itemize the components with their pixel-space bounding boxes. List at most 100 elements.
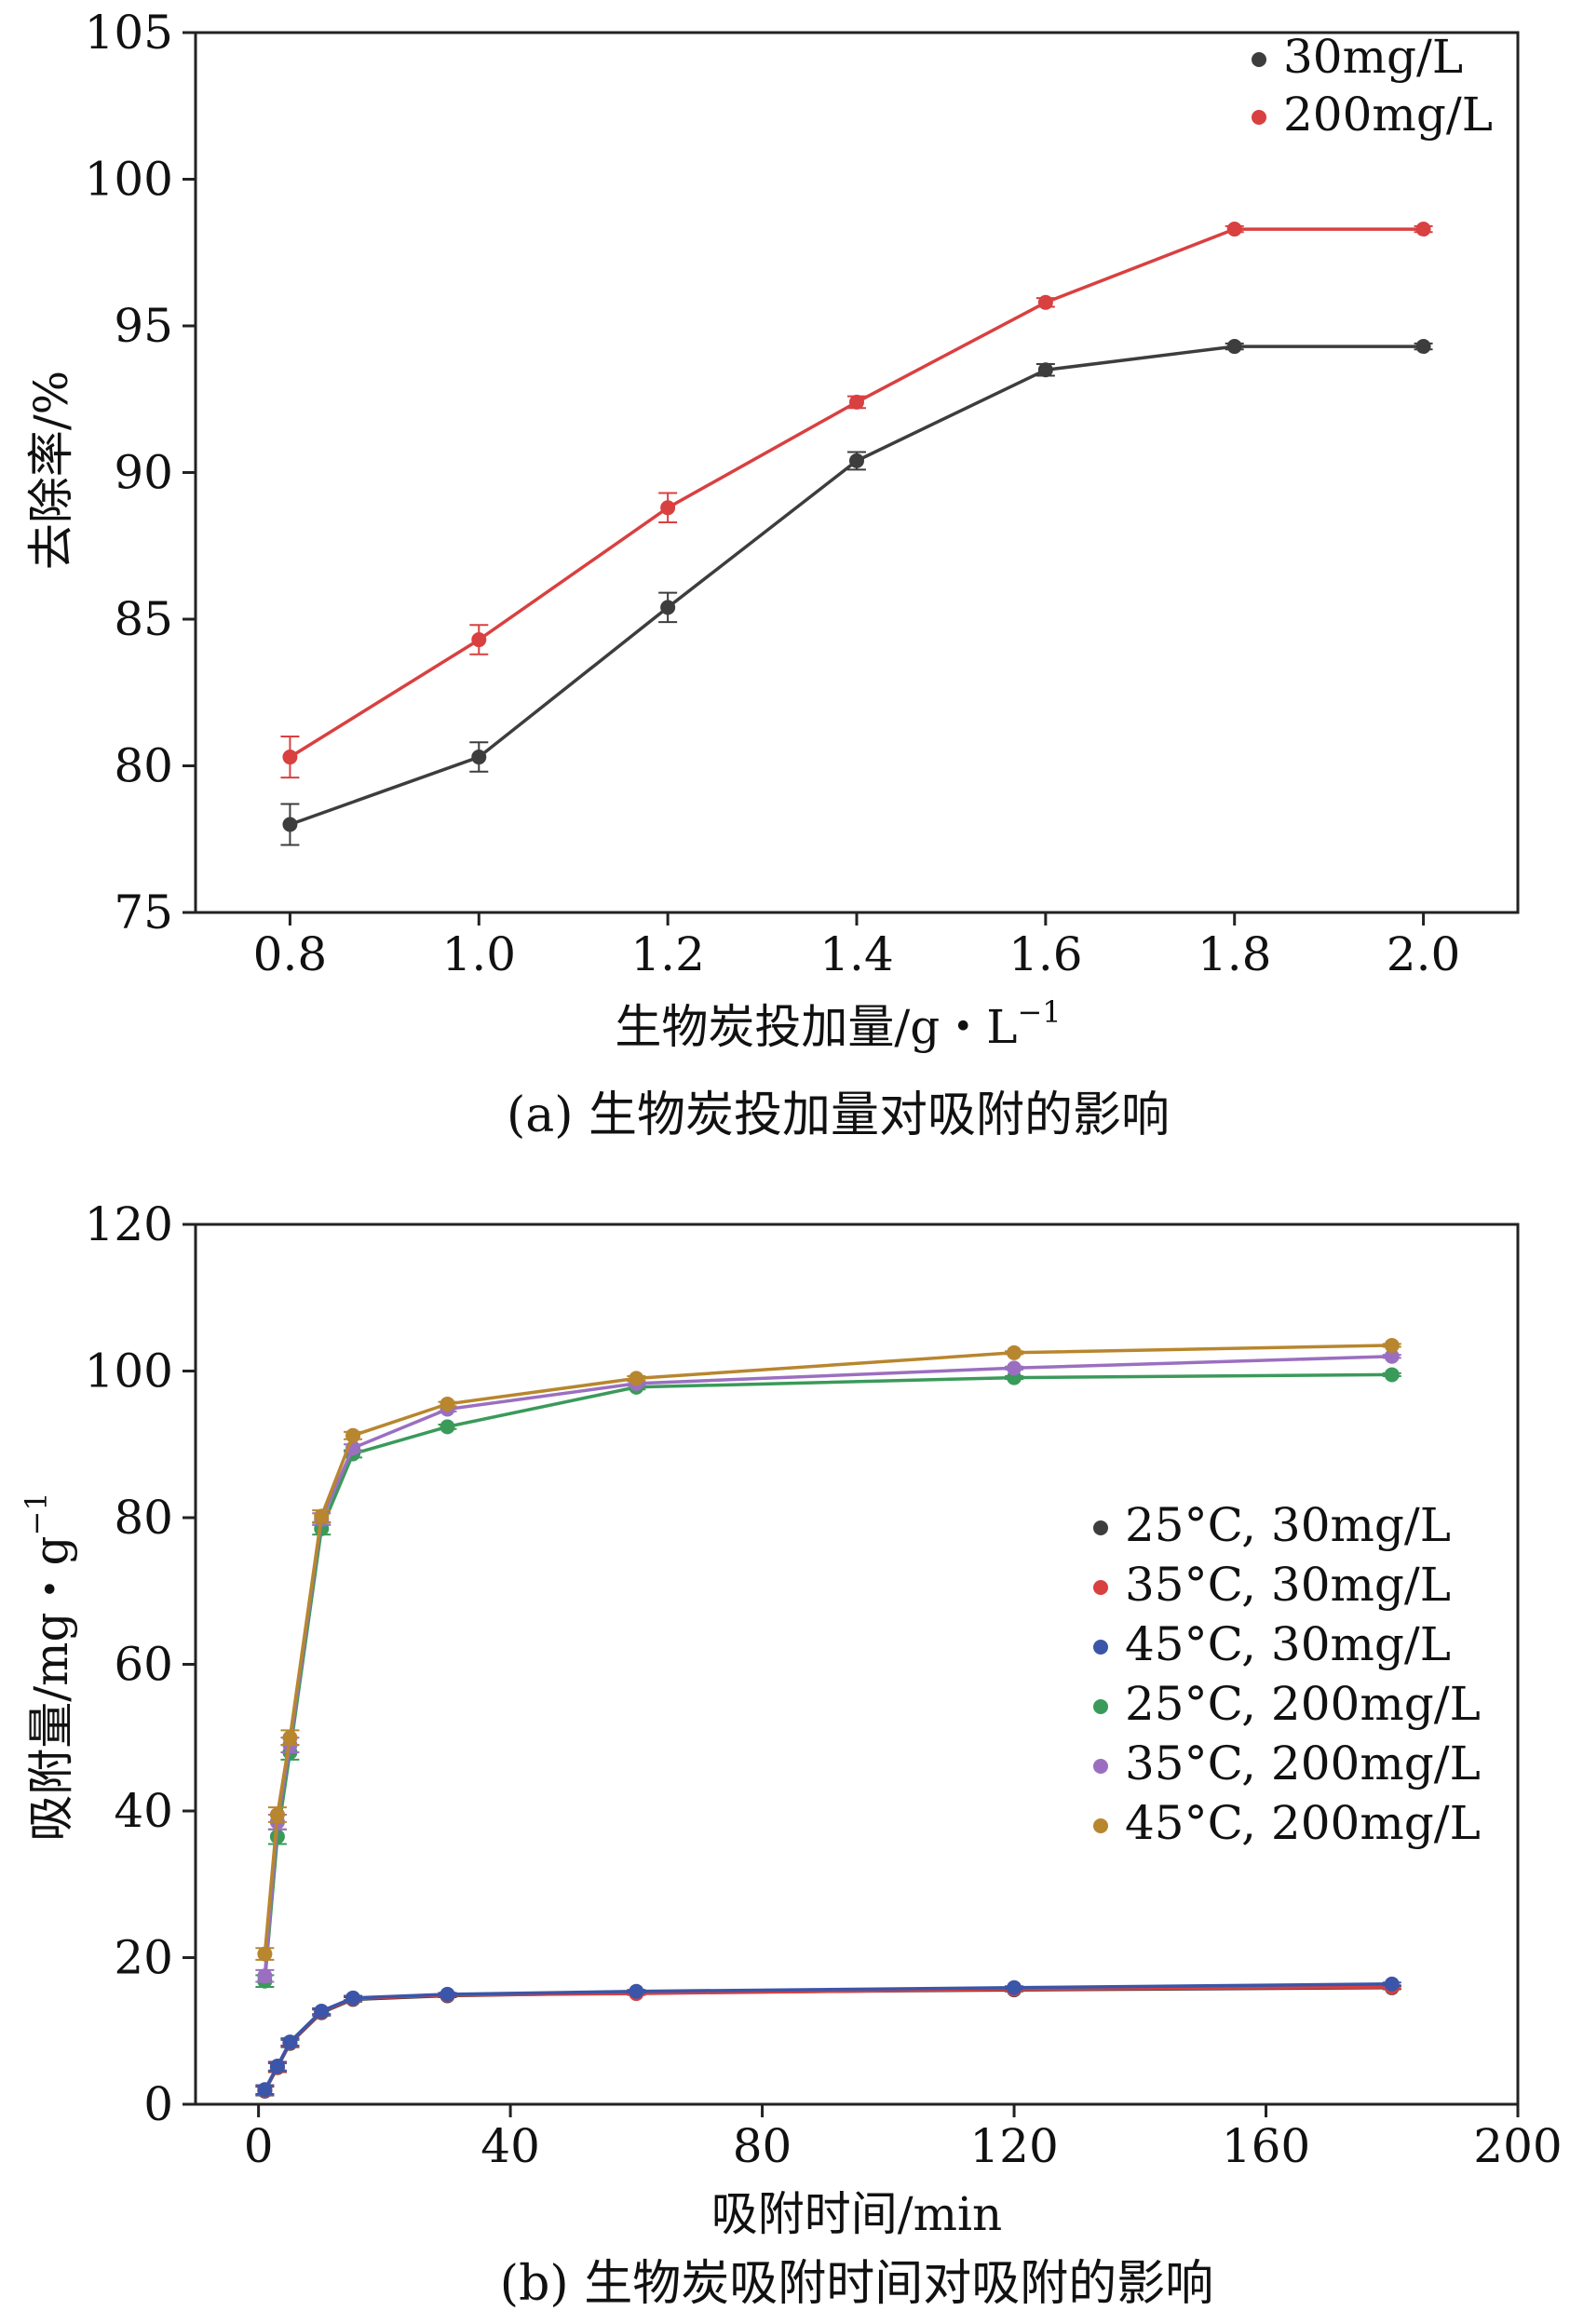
panel-a: 0.8 1.0 1.2 1.4 1.6 1.8 2.0 75 80 85 90 95 100 105 30… [24, 6, 1520, 1143]
caption-a: (a) 生物炭投加量对吸附的影响 [507, 1088, 1170, 1143]
data-point [269, 2059, 285, 2074]
data-point [257, 2082, 273, 2098]
x-tick-label: 1.0 [442, 927, 517, 981]
x-axis-label-b: 吸附时间/min [711, 2187, 1002, 2241]
x-tick-label: 120 [969, 2119, 1058, 2173]
series-line-1 [263, 1985, 1392, 2091]
caption-b: (b) 生物炭吸附时间对吸附的影响 [500, 2256, 1213, 2312]
legend-label: 45°C, 30mg/L [1125, 1617, 1451, 1671]
data-point [629, 1983, 644, 1999]
legend-label: 25°C, 30mg/L [1125, 1498, 1451, 1552]
legend-label: 25°C, 200mg/L [1125, 1677, 1481, 1731]
y-tick-label: 105 [85, 6, 173, 60]
data-point [440, 1986, 455, 2002]
x-tick-label: 1.2 [630, 927, 705, 981]
x-tick-label: 2.0 [1387, 927, 1461, 981]
y-axis-label-b: 吸附量/mg・g−1 [19, 1492, 78, 1841]
data-point [1415, 339, 1431, 355]
data-point [345, 1990, 361, 2006]
legend-label: 30mg/L [1283, 30, 1463, 84]
x-tick-label: 200 [1473, 2119, 1562, 2173]
y-tick-label: 100 [85, 153, 173, 207]
legend-label: 200mg/L [1283, 88, 1493, 142]
data-point [1007, 1979, 1022, 1995]
data-point [660, 500, 676, 516]
y-tick-label: 40 [114, 1784, 173, 1838]
legend-marker [1093, 1699, 1108, 1714]
series-b [255, 1337, 1401, 2099]
data-point [849, 394, 864, 410]
data-point [314, 1508, 330, 1524]
data-point [440, 1419, 455, 1435]
plot-frame-a [194, 31, 1520, 914]
x-tick-label: 0.8 [253, 927, 328, 981]
data-point [660, 600, 676, 615]
y-tick-label: 0 [143, 2077, 173, 2131]
x-tick-label: 80 [733, 2119, 792, 2173]
data-point [345, 1427, 361, 1443]
ticks-a: 0.8 1.0 1.2 1.4 1.6 1.8 2.0 75 80 85 90 95 100 105 [85, 6, 1461, 981]
data-point [471, 750, 487, 765]
y-tick-label: 120 [85, 1197, 173, 1251]
data-point [282, 750, 298, 765]
y-tick-label: 95 [114, 299, 173, 353]
data-point [1226, 339, 1242, 355]
data-point [1037, 294, 1053, 310]
data-point [629, 1371, 644, 1386]
y-tick-label: 20 [114, 1931, 173, 1985]
panel-b: 0 40 80 120 160 200 0 20 40 60 80 100 120 25°C, 30mg… [19, 1197, 1563, 2312]
legend-b: 25°C, 30mg/L 35°C, 30mg/L45°C, 30mg/L 25°C… [1093, 1498, 1481, 1850]
data-point [440, 1396, 455, 1412]
legend-marker [1093, 1759, 1108, 1774]
x-axis-label-a: 生物炭投加量/g・L−1 [615, 994, 1061, 1054]
series-line-1 [289, 227, 1424, 759]
y-axis-label-b-sup: −1 [19, 1492, 54, 1535]
data-point [1037, 362, 1053, 378]
y-tick-label: 75 [114, 885, 173, 939]
legend-label: 35°C, 30mg/L [1125, 1558, 1451, 1612]
legend-label: 35°C, 200mg/L [1125, 1736, 1481, 1790]
data-point [1007, 1360, 1022, 1376]
data-point [849, 453, 864, 468]
data-point [257, 1968, 273, 1984]
x-tick-label: 1.4 [819, 927, 894, 981]
data-point [1384, 1976, 1400, 1992]
data-point [1226, 222, 1242, 237]
legend-marker [1093, 1640, 1108, 1655]
x-axis-label-a-text: 生物炭投加量/g・L [615, 1000, 1017, 1054]
x-tick-label: 1.6 [1008, 927, 1083, 981]
y-axis-label-b-text: 吸附量/mg・g [24, 1535, 78, 1841]
y-tick-label: 100 [85, 1344, 173, 1398]
x-tick-label: 1.8 [1198, 927, 1272, 981]
data-point [1415, 222, 1431, 237]
series-line-2 [263, 1982, 1392, 2091]
legend-marker [1093, 1818, 1108, 1833]
data-point [269, 1806, 285, 1822]
y-axis-label-a: 去除率/% [24, 371, 78, 570]
data-point [282, 817, 298, 832]
legend-marker [1093, 1580, 1108, 1595]
data-point [257, 1946, 273, 1962]
data-point [1007, 1344, 1022, 1360]
data-point [282, 2034, 298, 2050]
series-line-0 [289, 345, 1424, 827]
data-point [1384, 1337, 1400, 1353]
x-tick-label: 0 [244, 2119, 274, 2173]
data-point [471, 632, 487, 648]
x-tick-label: 40 [480, 2119, 540, 2173]
y-tick-label: 60 [114, 1638, 173, 1692]
data-point [1384, 1348, 1400, 1364]
y-tick-label: 80 [114, 739, 173, 793]
y-tick-label: 90 [114, 446, 173, 500]
data-point [282, 1730, 298, 1746]
series-a [280, 222, 1433, 846]
x-axis-label-a-sup: −1 [1017, 994, 1061, 1030]
legend-label: 45°C, 200mg/L [1125, 1796, 1481, 1850]
data-point [1384, 1367, 1400, 1383]
ticks-b: 0 40 80 120 160 200 0 20 40 60 80 100 120 [85, 1197, 1563, 2173]
y-tick-label: 80 [114, 1491, 173, 1545]
series-line-0 [263, 1986, 1392, 2092]
x-tick-label: 160 [1222, 2119, 1310, 2173]
